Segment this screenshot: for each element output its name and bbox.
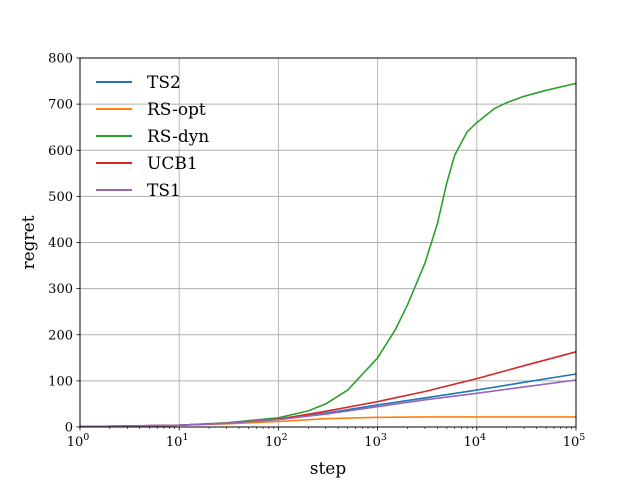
y-axis-label: regret: [19, 215, 39, 269]
legend-label-rs-opt: RS-opt: [147, 100, 206, 120]
y-tick-label: 400: [48, 236, 73, 251]
legend-label-ts2: TS2: [147, 73, 181, 93]
series-line-rs-dyn: [79, 82, 577, 428]
x-tick-label: 100: [67, 432, 90, 450]
x-tick-label: 102: [265, 432, 288, 450]
legend-label-ts1: TS1: [147, 181, 181, 201]
legend-label-rs-dyn: RS-dyn: [147, 127, 209, 147]
y-tick-label: 200: [48, 328, 73, 343]
series-line-ts1: [79, 379, 577, 428]
y-tick-label: 500: [48, 190, 73, 205]
y-tick-label: 100: [48, 374, 73, 389]
y-tick-label: 800: [48, 52, 73, 67]
legend: TS2 RS-opt RS-dyn UCB1 TS1: [96, 73, 209, 201]
y-tick-label: 300: [48, 282, 73, 297]
x-tick-label: 104: [464, 432, 487, 450]
x-tick-label: 105: [563, 432, 586, 450]
series-lines: [79, 82, 577, 428]
x-tick-label: 101: [166, 432, 189, 450]
legend-label-ucb1: UCB1: [147, 154, 198, 174]
x-axis-ticks: 100 101 102 103 104 105: [67, 427, 586, 450]
y-tick-label: 600: [48, 144, 73, 159]
x-tick-label: 103: [364, 432, 387, 450]
y-axis-ticks: 0 100 200 300 400 500 600 700 800: [48, 52, 80, 436]
x-axis-label: step: [310, 459, 347, 479]
y-tick-label: 0: [65, 421, 73, 436]
y-tick-label: 700: [48, 98, 73, 113]
